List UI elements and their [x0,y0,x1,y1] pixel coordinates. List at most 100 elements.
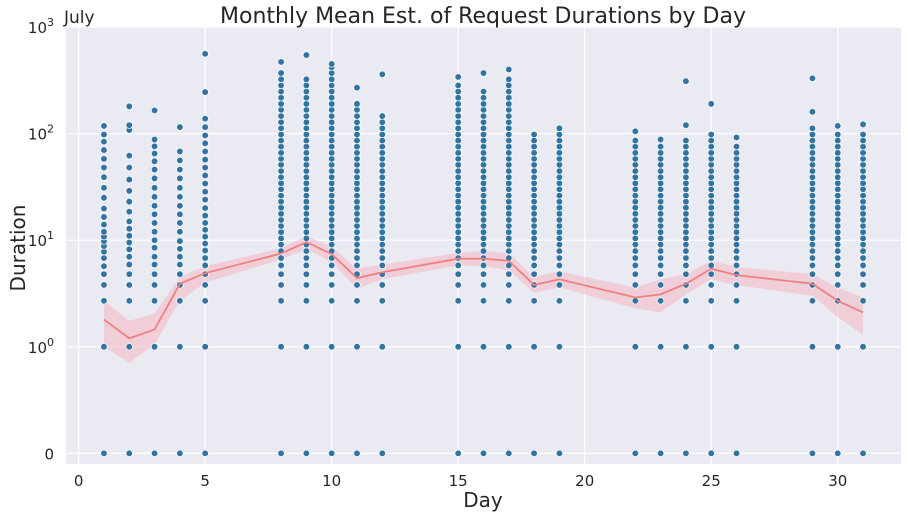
data-point [479,173,488,181]
data-point [682,142,690,151]
data-point [707,343,715,351]
data-point [808,254,817,262]
data-point [732,222,741,230]
data-point [859,449,867,457]
data-point [555,142,564,151]
data-point [328,118,336,126]
data-point [808,130,817,139]
y-tick-label: 100 [28,336,54,357]
data-point [125,270,133,278]
data-point [302,191,311,200]
data-point [378,124,386,132]
data-point [808,197,817,206]
data-point [479,106,488,114]
data-point [378,222,386,230]
data-point [454,155,462,163]
data-point [656,191,665,200]
data-point [353,210,361,218]
data-point [100,173,108,181]
data-point [505,185,513,193]
data-point [454,118,462,126]
data-point [378,118,386,126]
data-point [631,247,639,255]
data-point [631,240,639,249]
data-point [682,222,690,230]
data-point [682,149,690,157]
data-point [530,449,538,457]
data-point [656,173,665,181]
data-point [100,194,108,202]
data-point [150,202,159,210]
data-point [505,222,513,230]
data-point [656,216,665,224]
data-point [707,191,715,200]
data-point [631,179,639,187]
data-point [479,270,488,278]
data-point [555,222,564,230]
data-point [201,254,209,262]
data-point [707,449,715,457]
data-point [353,118,361,126]
data-point [732,210,741,218]
data-point [505,112,513,120]
data-point [150,297,159,305]
data-point [150,210,159,218]
data-point [454,81,462,90]
month-label: July [63,8,95,28]
data-point [454,240,462,249]
data-point [707,136,715,145]
data-point [328,185,336,193]
data-point [150,149,159,158]
data-point [682,247,690,255]
data-point [100,130,108,139]
data-point [505,179,513,187]
data-point [302,216,311,224]
data-point [454,261,462,270]
data-point [505,65,513,74]
data-point [328,167,336,175]
data-point [479,216,488,224]
data-point [555,281,564,289]
data-point [682,173,690,181]
data-point [732,449,741,457]
data-point [302,130,311,139]
data-point [631,254,639,262]
data-point [277,234,285,243]
data-point [505,81,513,90]
data-point [732,261,741,270]
data-point [454,197,462,206]
data-point [505,149,513,157]
data-point [176,202,184,210]
data-point [682,203,690,212]
data-point [707,261,715,270]
data-point [682,197,690,206]
data-point [808,74,817,82]
data-point [505,343,513,351]
data-point [505,216,513,224]
data-point [125,217,133,226]
data-point [328,222,336,230]
data-point [378,228,386,236]
data-point [353,234,361,243]
data-point [353,142,361,151]
data-point [682,185,690,193]
data-point [125,281,133,289]
data-point [353,112,361,120]
data-point [808,136,817,145]
data-point [808,191,817,200]
data-point [656,343,665,351]
data-point [555,124,564,132]
data-point [277,203,285,212]
data-point [353,240,361,249]
data-point [302,247,311,255]
data-point [555,254,564,262]
data-point [834,270,842,278]
data-point [201,155,209,164]
data-point [277,112,285,120]
data-point [834,185,842,193]
data-point [732,167,741,175]
data-point [353,247,361,255]
data-point [530,261,538,270]
data-point [834,210,842,218]
data-point [707,270,715,278]
